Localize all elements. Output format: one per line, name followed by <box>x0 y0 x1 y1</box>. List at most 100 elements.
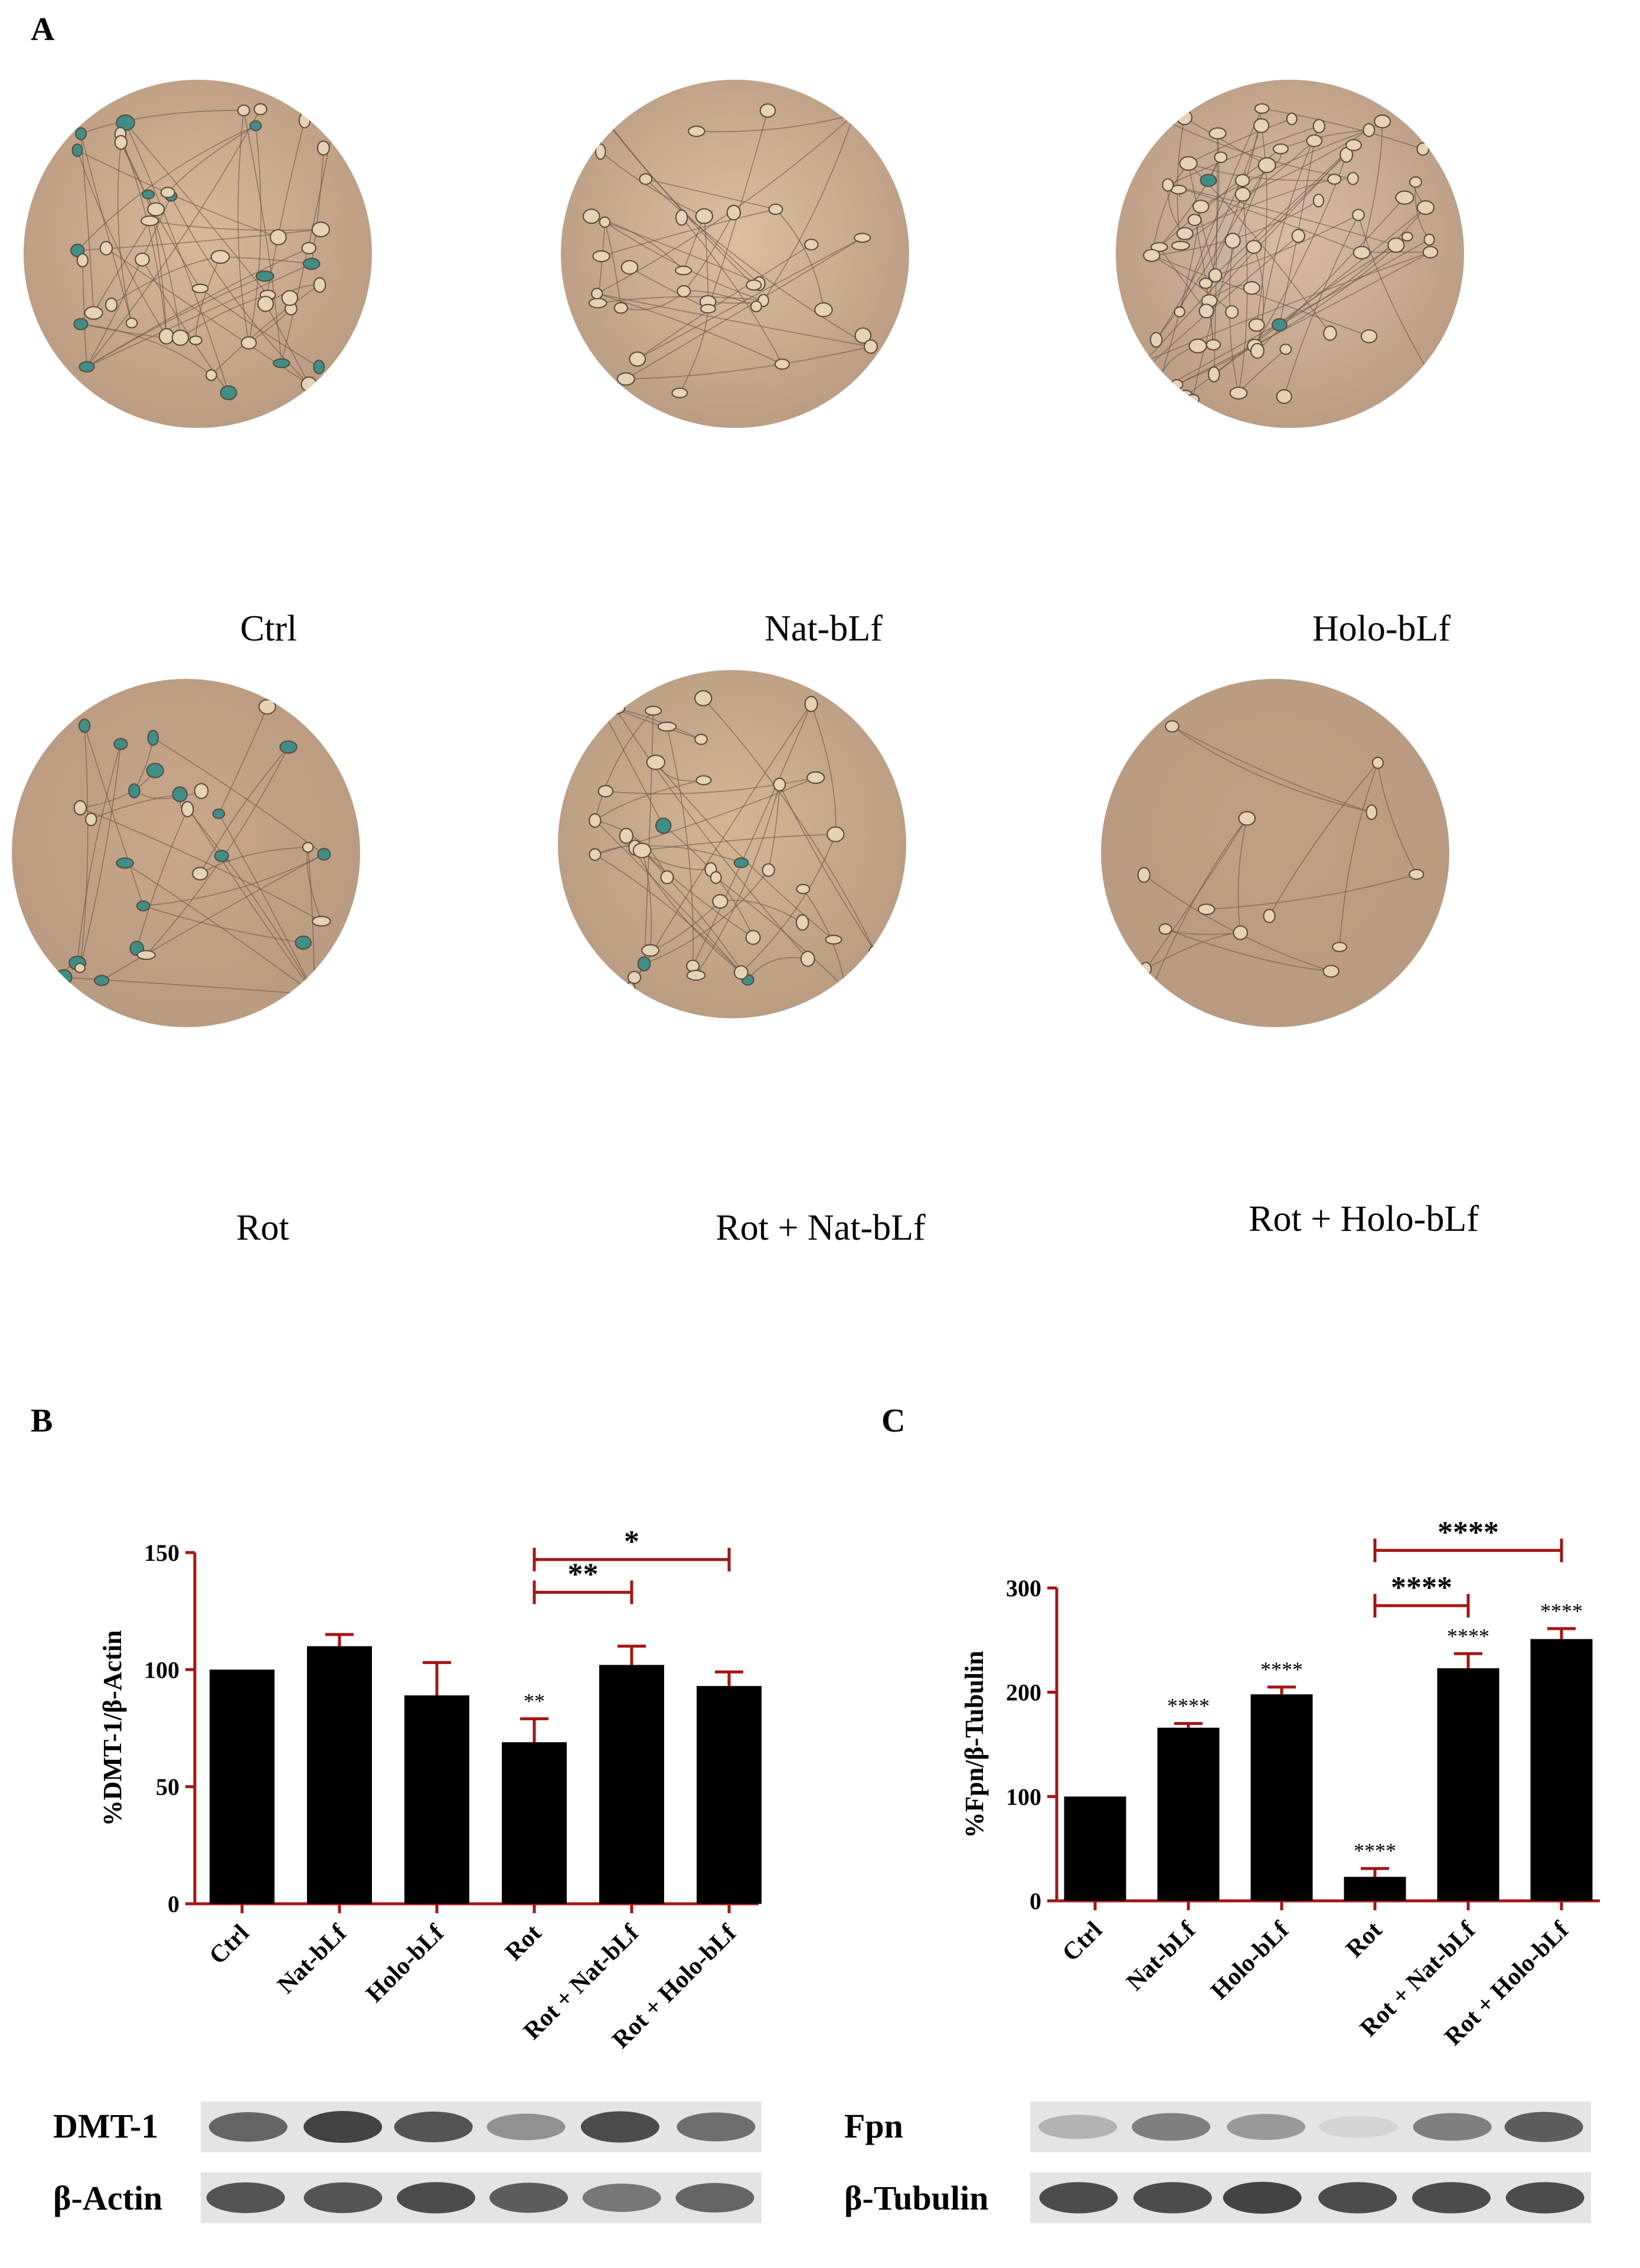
neurite <box>1172 726 1372 813</box>
cell <box>240 336 257 350</box>
neurite <box>601 208 776 257</box>
neurite <box>1155 206 1201 393</box>
neurite <box>641 850 652 951</box>
cell <box>1246 240 1262 254</box>
cell <box>641 944 660 957</box>
blot-band <box>1132 2113 1211 2141</box>
cell <box>300 376 318 393</box>
cell <box>796 884 811 894</box>
neurite <box>1168 184 1397 246</box>
cell <box>316 140 330 156</box>
cell <box>1150 242 1168 252</box>
x-tick-label: Ctrl <box>1057 1917 1108 1967</box>
neurite <box>696 114 854 132</box>
neurite <box>93 220 151 313</box>
blot-band <box>582 2184 661 2212</box>
cell <box>191 283 209 293</box>
bar <box>1157 1727 1220 1901</box>
cell <box>854 327 872 344</box>
cell <box>745 930 761 945</box>
cell <box>597 785 614 798</box>
stained-cell <box>637 956 651 972</box>
cell <box>76 253 89 268</box>
cell <box>1140 962 1152 976</box>
panel-letter-a: A <box>31 11 55 48</box>
cell <box>1279 344 1292 355</box>
neurite <box>248 125 262 344</box>
neurite <box>1262 108 1423 150</box>
neurite <box>180 294 268 338</box>
micrograph-caption-rot: Rot <box>236 1208 289 1248</box>
stained-cell <box>79 361 95 372</box>
cell <box>1234 174 1250 187</box>
cell <box>838 984 853 994</box>
cell <box>269 229 287 246</box>
cell <box>125 317 138 329</box>
neurite <box>136 809 188 949</box>
neurite <box>152 737 325 855</box>
cell <box>298 112 311 129</box>
cell <box>675 266 692 276</box>
neurite <box>1159 157 1221 247</box>
stained-cell <box>70 243 85 257</box>
neurite <box>679 308 709 393</box>
cell <box>657 721 677 732</box>
neurite <box>90 793 180 820</box>
cell <box>759 103 776 118</box>
neurite <box>265 303 310 385</box>
cell <box>1422 246 1439 259</box>
cell <box>616 372 635 386</box>
y-axis-label: %DMT-1/β-Actin <box>98 1630 127 1826</box>
micrograph-holo-blf <box>1116 80 1464 428</box>
neurite <box>642 850 749 981</box>
cell <box>1248 318 1265 332</box>
cell <box>854 233 871 243</box>
cell <box>1243 281 1260 295</box>
cell <box>1401 231 1413 242</box>
bar <box>599 1665 664 1904</box>
cell <box>1312 119 1326 133</box>
micrograph-rot-nat-blf-image <box>558 670 906 1018</box>
cell <box>160 187 175 198</box>
y-tick-label: 200 <box>1006 1679 1041 1706</box>
stained-cell <box>136 900 151 911</box>
cell <box>1208 366 1220 383</box>
cell <box>1409 868 1425 880</box>
micrograph-rot-holo-blf <box>1101 679 1449 1027</box>
cell <box>99 241 113 256</box>
cell <box>1416 142 1430 156</box>
neurite <box>77 744 122 963</box>
neurite <box>605 777 816 795</box>
neurite <box>1279 140 1315 325</box>
cell <box>594 143 606 160</box>
cell <box>1176 109 1193 126</box>
cell <box>620 260 639 275</box>
y-tick-label: 100 <box>144 1656 179 1683</box>
cell <box>1224 233 1241 249</box>
neurite <box>143 854 325 907</box>
neurite <box>200 288 319 368</box>
cell <box>773 777 786 792</box>
stained-cell <box>71 143 83 157</box>
cell <box>595 698 607 715</box>
cell <box>1263 908 1276 923</box>
neurite <box>187 809 315 995</box>
neurite <box>1145 236 1299 370</box>
bracket-label: ** <box>568 1557 599 1591</box>
blot-band <box>1504 2112 1583 2142</box>
neurite <box>80 110 244 135</box>
cell <box>1198 303 1214 319</box>
neurite <box>594 820 668 878</box>
neurite <box>80 770 156 809</box>
cell <box>1395 190 1414 205</box>
neurite <box>1168 125 1319 185</box>
cell <box>189 335 202 345</box>
blot-label-beta-tubulin: β-Tubulin <box>844 2179 989 2217</box>
neurite <box>695 784 780 976</box>
neurite <box>1269 762 1378 917</box>
stained-cell <box>655 817 672 834</box>
blot-band <box>1223 2182 1302 2214</box>
cell <box>1171 240 1190 251</box>
panel-letter-c: C <box>881 1403 906 1439</box>
cell <box>1234 187 1251 202</box>
